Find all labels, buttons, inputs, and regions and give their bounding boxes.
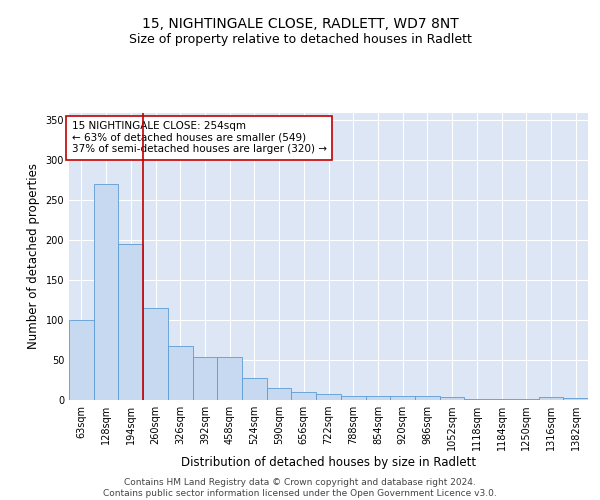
Bar — [563, 398, 588, 400]
Bar — [365, 396, 390, 400]
X-axis label: Distribution of detached houses by size in Radlett: Distribution of detached houses by size … — [181, 456, 476, 469]
Text: 15 NIGHTINGALE CLOSE: 254sqm
← 63% of detached houses are smaller (549)
37% of s: 15 NIGHTINGALE CLOSE: 254sqm ← 63% of de… — [71, 121, 326, 154]
Bar — [514, 399, 539, 400]
Bar — [69, 320, 94, 400]
Bar — [193, 357, 217, 400]
Bar — [539, 397, 563, 400]
Bar — [341, 396, 365, 400]
Bar — [440, 397, 464, 400]
Text: Contains HM Land Registry data © Crown copyright and database right 2024.
Contai: Contains HM Land Registry data © Crown c… — [103, 478, 497, 498]
Bar — [168, 346, 193, 400]
Bar — [390, 396, 415, 400]
Bar — [217, 357, 242, 400]
Bar — [464, 399, 489, 400]
Bar — [292, 392, 316, 400]
Bar — [143, 308, 168, 400]
Bar — [267, 388, 292, 400]
Text: Size of property relative to detached houses in Radlett: Size of property relative to detached ho… — [128, 32, 472, 46]
Bar — [415, 396, 440, 400]
Bar — [489, 399, 514, 400]
Y-axis label: Number of detached properties: Number of detached properties — [27, 163, 40, 350]
Bar — [242, 378, 267, 400]
Bar — [94, 184, 118, 400]
Bar — [316, 394, 341, 400]
Bar — [118, 244, 143, 400]
Text: 15, NIGHTINGALE CLOSE, RADLETT, WD7 8NT: 15, NIGHTINGALE CLOSE, RADLETT, WD7 8NT — [142, 18, 458, 32]
